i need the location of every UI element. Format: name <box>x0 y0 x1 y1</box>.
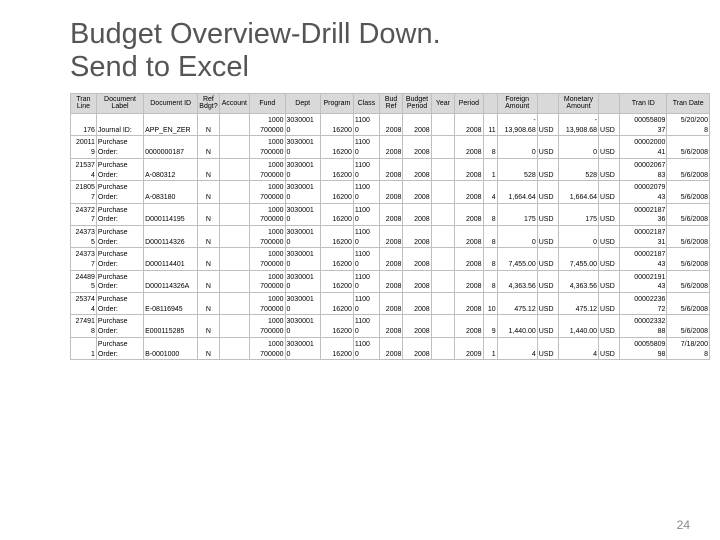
col-header: Tran Date <box>667 93 710 113</box>
page-root: Budget Overview-Drill Down. Send to Exce… <box>0 0 720 540</box>
budget-table: Tran LineDocument LabelDocument IDRef Bd… <box>70 93 710 361</box>
col-header: Bud Ref <box>379 93 403 113</box>
col-header: Program <box>320 93 353 113</box>
table-row: 9Order:0000000187N7000000162000200820082… <box>71 148 710 158</box>
table-row: 7Order:D000114195N7000000162000200820082… <box>71 215 710 225</box>
table-row: 24489Purchase10003030001110000002191 <box>71 270 710 282</box>
col-header: Ref Bdgt? <box>198 93 219 113</box>
col-header: Tran ID <box>620 93 667 113</box>
table-row: 27491Purchase10003030001110000002332 <box>71 315 710 327</box>
table-row: 24373Purchase10003030001110000002187 <box>71 248 710 260</box>
table-row: 21805Purchase10003030001110000002079 <box>71 181 710 193</box>
col-header: Account <box>219 93 250 113</box>
col-header <box>537 93 558 113</box>
table-row: 21537Purchase10003030001110000002067 <box>71 158 710 170</box>
col-header: Year <box>431 93 455 113</box>
col-header: Foreign Amount <box>497 93 537 113</box>
title-line-2: Send to Excel <box>70 51 249 83</box>
col-header: Fund <box>250 93 285 113</box>
page-title: Budget Overview-Drill Down. Send to Exce… <box>70 18 696 85</box>
table-row: 176Journal ID:APP_EN_ZERN700000016200020… <box>71 126 710 136</box>
table-row: 5Order:D000114326AN700000016200020082008… <box>71 282 710 292</box>
col-header: Budget Period <box>403 93 431 113</box>
table-header-row: Tran LineDocument LabelDocument IDRef Bd… <box>71 93 710 113</box>
title-line-1: Budget Overview-Drill Down. <box>70 18 441 50</box>
table-row: 24372Purchase10003030001110000002187 <box>71 203 710 215</box>
table-row: 20011Purchase10003030001110000002000 <box>71 136 710 148</box>
table-row: 24373Purchase10003030001110000002187 <box>71 225 710 237</box>
table-row: Purchase100030300011100000558097/18/200 <box>71 337 710 349</box>
col-header: Dept <box>285 93 320 113</box>
table-row: 25374Purchase10003030001110000002236 <box>71 293 710 305</box>
col-header: Class <box>353 93 379 113</box>
table-row: 4Order:A-080312N700000016200020082008200… <box>71 171 710 181</box>
table-row: 8Order:E000115285N7000000162000200820082… <box>71 327 710 337</box>
table-row: 5Order:D000114326N7000000162000200820082… <box>71 238 710 248</box>
page-number: 24 <box>677 518 690 532</box>
col-header <box>599 93 620 113</box>
table-row: 7Order:A-083180N700000016200020082008200… <box>71 193 710 203</box>
table-row: 100030300011100--000558095/20/200 <box>71 114 710 126</box>
col-header: Period <box>455 93 483 113</box>
col-header: Document Label <box>96 93 143 113</box>
table-row: 4Order:E-08116945N7000000162000200820082… <box>71 305 710 315</box>
col-header <box>483 93 497 113</box>
col-header: Monetary Amount <box>558 93 598 113</box>
table-row: 1Order:B-0001000N70000001620002008200820… <box>71 350 710 360</box>
col-header: Tran Line <box>71 93 97 113</box>
table-row: 7Order:D000114401N7000000162000200820082… <box>71 260 710 270</box>
col-header: Document ID <box>144 93 198 113</box>
